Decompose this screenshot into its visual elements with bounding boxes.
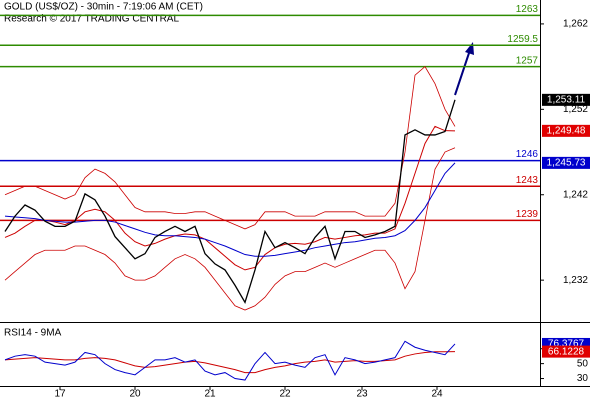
x-tick-label: 21	[204, 389, 216, 400]
level-label: 1259.5	[507, 34, 538, 45]
chart-title: GOLD (US$/OZ) - 30min - 7:19:06 AM (CET)	[4, 2, 203, 13]
series-line	[4, 99, 456, 304]
level-label: 1257	[516, 55, 539, 66]
x-tick-label: 20	[129, 389, 141, 400]
price-box	[542, 345, 590, 358]
y-tick-label: 30	[577, 373, 589, 384]
series-line	[4, 147, 456, 311]
series-line	[4, 162, 456, 257]
price-box-label: 1,253.11	[547, 94, 586, 105]
level-label: 1243	[516, 175, 539, 186]
x-tick-label: 22	[279, 389, 291, 400]
price-box	[542, 156, 590, 169]
x-tick-label: 24	[431, 389, 443, 400]
price-box-label: 76.3767	[548, 339, 585, 350]
forecast-arrow	[454, 49, 471, 96]
price-box-label: 66.1228	[548, 346, 585, 357]
chart-subtitle: Research © 2017 TRADING CENTRAL	[4, 14, 179, 25]
price-box	[542, 124, 590, 137]
level-label: 1239	[516, 209, 539, 220]
y-tick-label: 1,242	[563, 189, 588, 200]
y-tick-label: 50	[577, 358, 589, 369]
level-label: 1246	[516, 149, 539, 160]
price-box-label: 1,249.48	[547, 125, 586, 136]
x-tick-label: 17	[54, 389, 66, 400]
rsi-title: RSI14 - 9MA	[4, 328, 62, 339]
price-box-label: 1,245.73	[547, 158, 586, 169]
series-line	[4, 66, 456, 230]
level-label: 1263	[516, 4, 539, 15]
x-tick-label: 23	[356, 389, 368, 400]
y-tick-label: 1,252	[563, 104, 588, 115]
series-line	[4, 340, 456, 381]
y-tick-label: 1,232	[563, 275, 588, 286]
y-tick-label: 1,262	[563, 19, 588, 30]
price-box	[542, 93, 590, 106]
